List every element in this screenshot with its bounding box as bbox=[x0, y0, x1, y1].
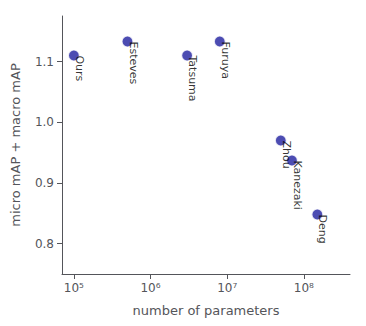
svg-text:0.8: 0.8 bbox=[35, 237, 54, 251]
svg-text:Furuya: Furuya bbox=[219, 41, 232, 78]
svg-text:10⁸: 10⁸ bbox=[294, 281, 314, 295]
svg-text:Zhou: Zhou bbox=[280, 140, 293, 168]
svg-text:Kanezaki: Kanezaki bbox=[291, 160, 304, 209]
svg-text:1.0: 1.0 bbox=[35, 115, 54, 129]
svg-text:Esteves: Esteves bbox=[127, 41, 140, 84]
svg-text:number of parameters: number of parameters bbox=[133, 303, 280, 318]
svg-text:10⁷: 10⁷ bbox=[217, 281, 237, 295]
svg-text:0.9: 0.9 bbox=[35, 176, 54, 190]
svg-text:1.1: 1.1 bbox=[35, 55, 54, 69]
svg-text:10⁵: 10⁵ bbox=[64, 281, 84, 295]
svg-text:Deng: Deng bbox=[316, 215, 329, 244]
svg-text:Ours: Ours bbox=[73, 55, 86, 81]
svg-text:micro mAP + macro mAP: micro mAP + macro mAP bbox=[8, 63, 23, 227]
svg-text:10⁶: 10⁶ bbox=[140, 281, 160, 295]
svg-text:Tatsuma: Tatsuma bbox=[186, 54, 199, 101]
